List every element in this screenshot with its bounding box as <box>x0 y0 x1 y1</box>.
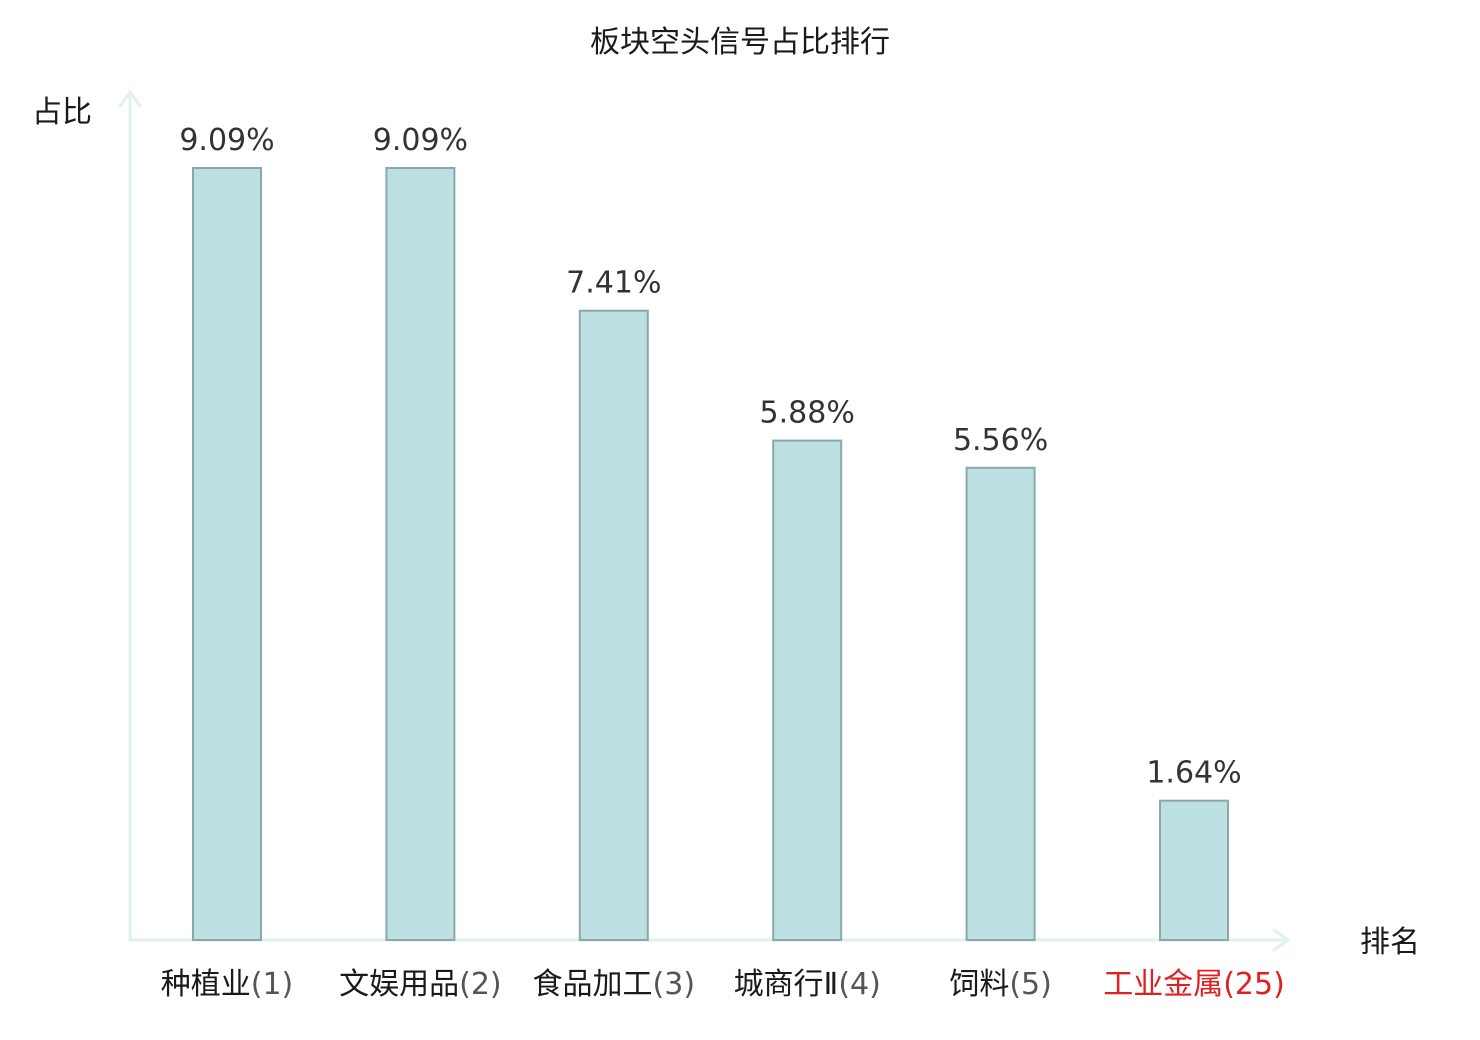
x-tick-label: 种植业(1) <box>161 967 294 1002</box>
x-tick-label: 工业金属(25) <box>1103 967 1285 1002</box>
bar <box>1159 799 1229 942</box>
category-rank: (4) <box>838 967 881 1002</box>
category-name: 饲料 <box>949 967 1009 1002</box>
bar-value-label: 5.88% <box>760 396 855 431</box>
category-rank: (5) <box>1009 967 1052 1002</box>
bar-value-label: 1.64% <box>1146 756 1241 791</box>
bar <box>192 167 262 941</box>
bar-value-label: 9.09% <box>179 123 274 158</box>
value-labels: 9.09% 9.09% 7.41% 5.88% 5.56% 1.64% <box>179 123 1241 791</box>
x-tick-label: 饲料(5) <box>949 967 1052 1002</box>
category-name: 种植业 <box>161 967 251 1002</box>
bar <box>578 309 649 941</box>
axes <box>118 90 1290 952</box>
x-tick-label: 城商行Ⅱ(4) <box>734 967 881 1002</box>
x-axis-arrow <box>1272 928 1290 952</box>
category-rank: (25) <box>1223 967 1285 1002</box>
bars <box>192 167 1229 942</box>
category-rank: (3) <box>653 967 696 1002</box>
y-axis-label: 占比 <box>32 95 92 130</box>
category-rank: (1) <box>251 967 294 1002</box>
bar-value-label: 9.09% <box>373 123 468 158</box>
bar-value-label: 5.56% <box>953 423 1048 458</box>
y-axis-arrow <box>118 90 142 108</box>
category-labels: 种植业(1) 文娱用品(2) 食品加工(3) 城商行Ⅱ(4) 饲料(5) 工业金属(25) <box>161 967 1285 1002</box>
x-tick-label: 食品加工(3) <box>533 967 696 1002</box>
bar <box>385 167 456 941</box>
category-rank: (2) <box>459 967 502 1002</box>
category-name: 食品加工 <box>533 967 653 1002</box>
category-name: 文娱用品 <box>339 967 459 1002</box>
x-tick-label: 文娱用品(2) <box>339 967 502 1002</box>
bar-value-label: 7.41% <box>566 266 661 301</box>
bar <box>772 439 843 941</box>
chart-title: 板块空头信号占比排行 <box>590 25 890 60</box>
x-axis-label: 排名 <box>1360 925 1420 960</box>
category-name: 城商行Ⅱ <box>734 967 839 1002</box>
bar <box>965 466 1036 941</box>
category-name: 工业金属 <box>1103 967 1223 1002</box>
